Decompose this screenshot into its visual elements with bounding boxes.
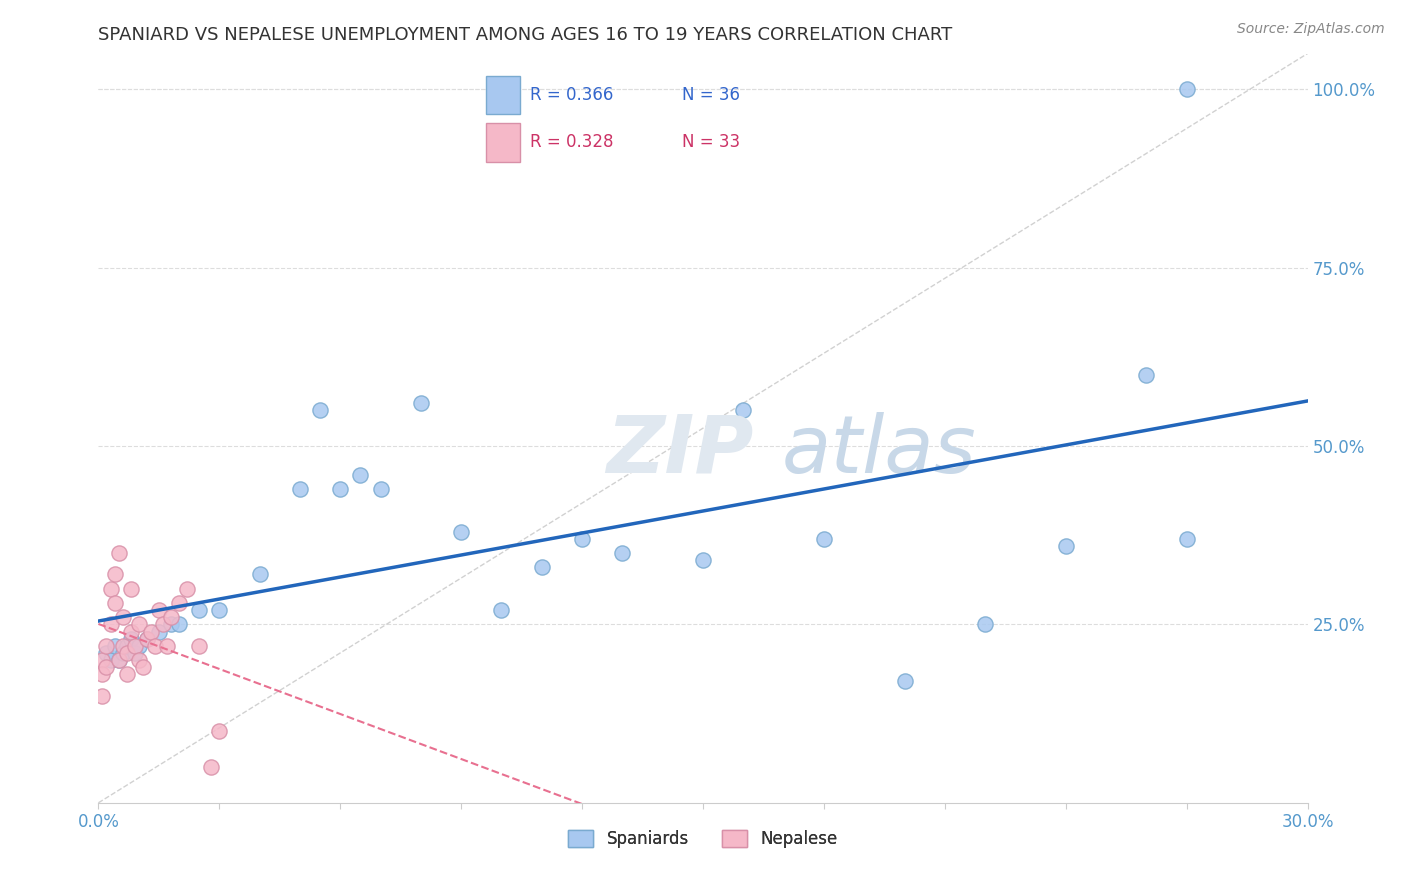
Point (103, 639, 125, 653)
Point (143, 639, 166, 653)
Point (309, 403, 332, 417)
Point (692, 553, 714, 567)
Point (91, 653, 114, 667)
Point (409, 396, 432, 410)
Text: atlas: atlas (782, 411, 976, 490)
Point (571, 532, 593, 546)
Legend: Spaniards, Nepalese: Spaniards, Nepalese (561, 823, 845, 855)
Point (450, 524, 472, 539)
Point (139, 624, 162, 639)
Point (120, 632, 142, 646)
Point (893, 674, 915, 689)
Text: SPANIARD VS NEPALESE UNEMPLOYMENT AMONG AGES 16 TO 19 YEARS CORRELATION CHART: SPANIARD VS NEPALESE UNEMPLOYMENT AMONG … (98, 26, 953, 44)
Text: ZIP: ZIP (606, 411, 754, 490)
Point (329, 482, 352, 496)
Point (91, 667, 114, 681)
Point (176, 582, 198, 596)
Point (91, 689, 114, 703)
Point (124, 646, 146, 660)
Point (115, 639, 138, 653)
Point (188, 603, 211, 617)
Point (208, 603, 231, 617)
Point (491, 603, 513, 617)
Point (160, 617, 183, 632)
Point (349, 467, 371, 482)
Point (156, 639, 179, 653)
Point (128, 653, 150, 667)
Point (120, 582, 142, 596)
Point (1175, 532, 1198, 546)
Point (115, 667, 138, 681)
Point (120, 624, 142, 639)
Point (813, 532, 835, 546)
Point (135, 632, 157, 646)
Point (103, 596, 125, 610)
Point (530, 560, 553, 574)
Point (135, 632, 157, 646)
Point (370, 482, 392, 496)
Point (111, 610, 134, 624)
Point (128, 639, 150, 653)
Point (96, 660, 118, 674)
Point (1175, 82, 1198, 96)
Point (100, 582, 122, 596)
Point (111, 639, 134, 653)
Point (208, 724, 231, 739)
Point (148, 624, 170, 639)
Point (288, 482, 311, 496)
Point (148, 603, 170, 617)
Point (249, 567, 271, 582)
Point (167, 596, 190, 610)
Point (188, 639, 211, 653)
Point (100, 617, 122, 632)
Point (974, 617, 997, 632)
Point (107, 653, 129, 667)
Point (733, 403, 755, 417)
Point (1054, 539, 1077, 553)
Point (167, 617, 190, 632)
Point (152, 617, 174, 632)
Point (107, 653, 129, 667)
Point (128, 617, 150, 632)
Point (160, 610, 183, 624)
Point (96, 646, 118, 660)
Point (124, 639, 146, 653)
Point (103, 567, 125, 582)
Point (115, 646, 138, 660)
Point (96, 639, 118, 653)
Point (111, 646, 134, 660)
Point (132, 660, 155, 674)
Text: Source: ZipAtlas.com: Source: ZipAtlas.com (1237, 22, 1385, 37)
Point (1135, 368, 1157, 382)
Point (612, 546, 634, 560)
Point (200, 760, 222, 774)
Point (107, 546, 129, 560)
Point (100, 653, 122, 667)
